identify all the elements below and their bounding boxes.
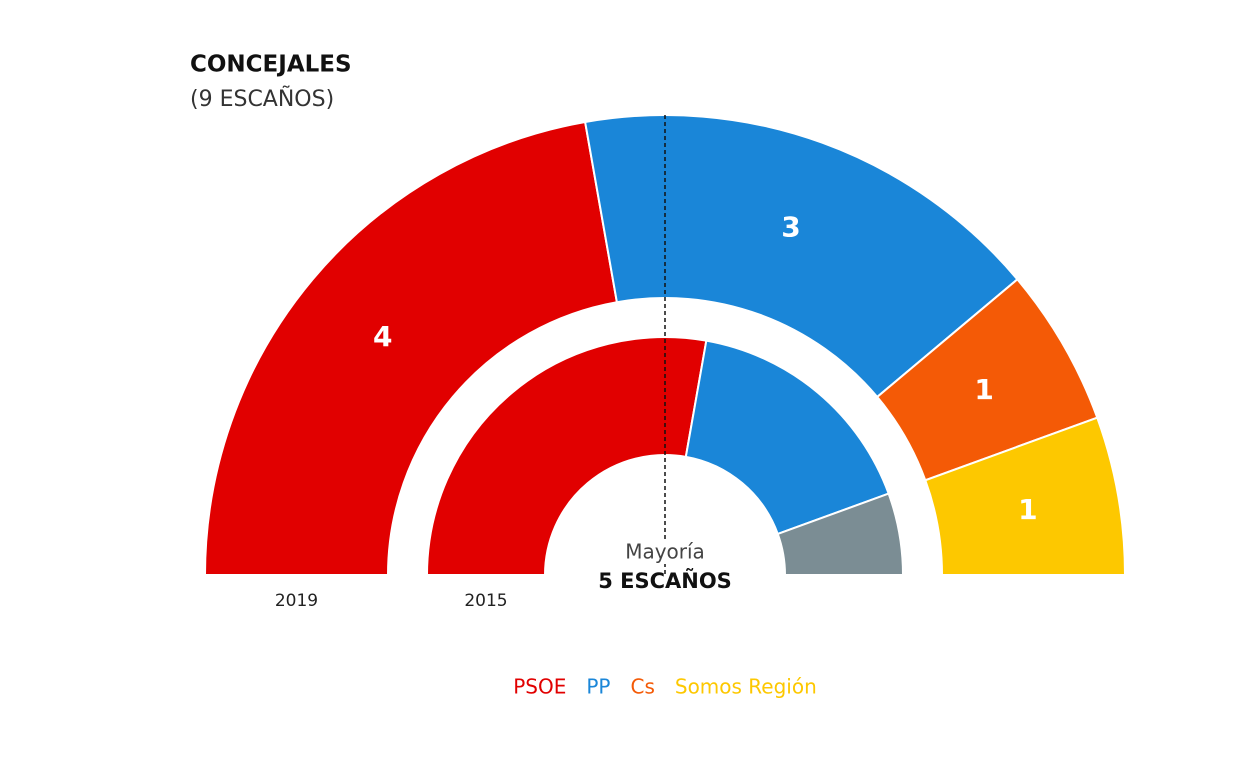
data-label: 1 [1018, 493, 1037, 526]
legend-item: Cs [630, 675, 654, 699]
seat-segment [425, 336, 708, 576]
seat-segment [924, 416, 1127, 576]
ring-label: 2019 [275, 591, 318, 611]
legend-item: PSOE [513, 675, 566, 699]
chart-subtitle: (9 ESCAÑOS) [190, 85, 334, 112]
ring-label: 2015 [464, 591, 507, 611]
majority-value: 5 ESCAÑOS [598, 568, 732, 593]
seat-segment [776, 492, 905, 576]
majority-label: Mayoría [625, 540, 705, 564]
majority-label-bg [615, 542, 715, 564]
data-label: 3 [781, 211, 800, 244]
seat-segment [684, 339, 890, 536]
data-label: 4 [373, 320, 392, 353]
seat-segment [583, 114, 1019, 399]
chart-title: CONCEJALES [190, 52, 352, 78]
legend-item: Somos Región [675, 675, 817, 699]
data-label: 1 [974, 373, 993, 406]
legend-item: PP [586, 675, 610, 699]
seat-segment [203, 120, 619, 576]
